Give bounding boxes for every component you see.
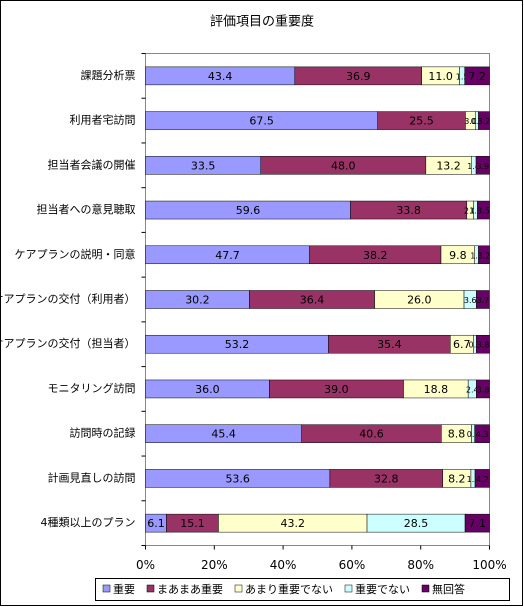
x-tick-label: 0% bbox=[136, 558, 155, 572]
value-label: 3.8 bbox=[477, 341, 490, 350]
value-label: 4.3 bbox=[476, 430, 489, 439]
value-label: 33.5 bbox=[191, 159, 216, 172]
value-label: 26.0 bbox=[407, 294, 432, 307]
value-label: 15.1 bbox=[180, 517, 205, 530]
bar-segment bbox=[478, 111, 490, 130]
value-label: 3.0 bbox=[464, 117, 477, 126]
bar-segment bbox=[474, 424, 490, 443]
legend-label: あまり重要でない bbox=[245, 582, 333, 596]
value-label: 11.0 bbox=[428, 70, 453, 83]
value-label: 32.8 bbox=[374, 472, 399, 485]
y-tick-label: 計画見直しの訪問 bbox=[48, 470, 136, 484]
value-label: 0.8 bbox=[471, 117, 484, 126]
bar-segment bbox=[474, 469, 490, 488]
legend-swatch bbox=[421, 584, 430, 593]
value-label: 1.4 bbox=[467, 162, 480, 171]
legend-label: 無回答 bbox=[432, 582, 465, 596]
value-label: 6.1 bbox=[147, 517, 165, 530]
chart-title: 評価項目の重要度 bbox=[210, 14, 314, 30]
value-label: 45.4 bbox=[211, 428, 236, 441]
value-label: 53.2 bbox=[225, 338, 250, 351]
x-tick-label: 20% bbox=[201, 558, 228, 572]
value-label: 67.5 bbox=[249, 115, 274, 128]
legend-swatch bbox=[146, 584, 155, 593]
y-tick-label: ケアプランの交付（担当者） bbox=[0, 336, 136, 350]
value-label: 1.5 bbox=[456, 72, 469, 81]
value-label: 7.2 bbox=[468, 70, 486, 83]
bar-segment bbox=[477, 200, 490, 220]
value-label: 35.4 bbox=[377, 338, 402, 351]
bar-segment bbox=[476, 379, 490, 399]
y-tick-label: 課題分析票 bbox=[81, 68, 136, 82]
x-tick-label: 80% bbox=[407, 558, 434, 572]
value-label: 2.4 bbox=[466, 385, 479, 394]
value-label: 1.1 bbox=[469, 207, 482, 216]
legend-swatch bbox=[234, 584, 243, 593]
legend-label: まあまあ重要 bbox=[157, 582, 223, 596]
value-label: 3.7 bbox=[476, 296, 489, 305]
bar-segment bbox=[478, 245, 490, 265]
value-label: 8.2 bbox=[448, 472, 466, 485]
value-label: 40.6 bbox=[359, 428, 384, 441]
value-label: 7.1 bbox=[469, 517, 487, 530]
value-label: 3.2 bbox=[478, 251, 491, 260]
bar-segment bbox=[475, 156, 490, 175]
value-label: 3.2 bbox=[478, 117, 491, 126]
y-tick-label: ケアプランの交付（利用者） bbox=[0, 292, 136, 306]
bar-segment bbox=[476, 290, 490, 309]
value-label: 8.8 bbox=[448, 428, 466, 441]
y-tick-label: 4種類以上のプラン bbox=[41, 515, 136, 529]
value-label: 1.2 bbox=[467, 475, 480, 484]
value-label: 3.8 bbox=[477, 385, 490, 394]
y-tick-label: 担当者への意見聴取 bbox=[37, 202, 136, 216]
value-label: 43.2 bbox=[280, 517, 305, 530]
value-label: 1.1 bbox=[470, 251, 483, 260]
value-label: 13.2 bbox=[436, 159, 461, 172]
value-label: 4.2 bbox=[476, 475, 489, 484]
value-label: 0.9 bbox=[467, 430, 480, 439]
x-tick-label: 100% bbox=[472, 558, 506, 572]
value-label: 39.0 bbox=[324, 383, 349, 396]
value-label: 48.0 bbox=[331, 159, 356, 172]
legend-label: 重要 bbox=[113, 582, 135, 596]
y-tick-label: 訪問時の記録 bbox=[70, 426, 136, 440]
value-label: 47.7 bbox=[215, 249, 240, 262]
x-tick-label: 60% bbox=[339, 558, 366, 572]
value-label: 2.0 bbox=[464, 207, 477, 216]
value-label: 43.4 bbox=[208, 70, 233, 83]
legend-swatch bbox=[102, 584, 111, 593]
y-tick-label: 担当者会議の開催 bbox=[48, 157, 136, 171]
value-label: 33.8 bbox=[396, 204, 421, 217]
value-label: 3.5 bbox=[477, 207, 490, 216]
value-label: 30.2 bbox=[185, 294, 210, 307]
value-label: 28.5 bbox=[404, 517, 429, 530]
bar-segment bbox=[476, 334, 490, 354]
value-label: 18.8 bbox=[424, 383, 449, 396]
value-label: 3.6 bbox=[464, 296, 477, 305]
bar-segment bbox=[464, 513, 490, 533]
value-label: 36.0 bbox=[195, 383, 220, 396]
x-tick-label: 40% bbox=[270, 558, 297, 572]
value-label: 38.2 bbox=[363, 249, 388, 262]
legend-label: 重要でない bbox=[355, 582, 410, 596]
y-tick-label: ケアプランの説明・同意 bbox=[15, 247, 136, 261]
value-label: 36.4 bbox=[300, 294, 325, 307]
legend-swatch bbox=[344, 584, 353, 593]
value-label: 36.9 bbox=[346, 70, 371, 83]
value-label: 3.9 bbox=[476, 162, 489, 171]
legend bbox=[95, 578, 510, 601]
value-label: 0.9 bbox=[469, 341, 482, 350]
value-label: 59.6 bbox=[236, 204, 261, 217]
value-label: 9.8 bbox=[449, 249, 467, 262]
y-tick-label: モニタリング訪問 bbox=[48, 381, 136, 395]
value-label: 25.5 bbox=[409, 115, 434, 128]
value-label: 6.7 bbox=[453, 338, 471, 351]
bar-segment bbox=[464, 66, 490, 86]
value-label: 53.6 bbox=[225, 472, 250, 485]
y-tick-label: 利用者宅訪問 bbox=[70, 113, 136, 127]
